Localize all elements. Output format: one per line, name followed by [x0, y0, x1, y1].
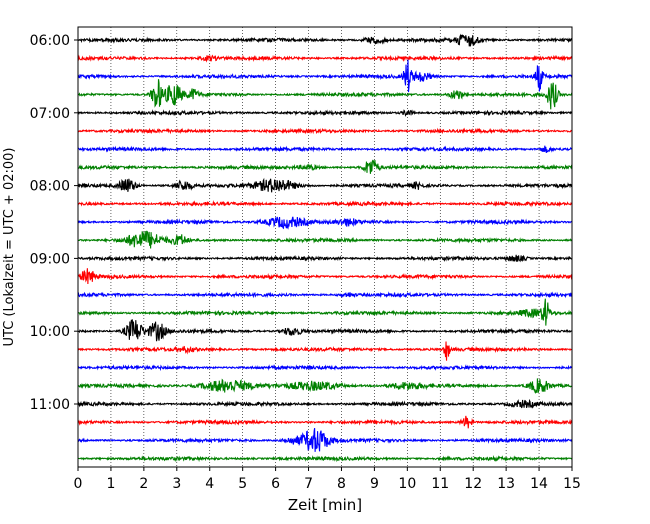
x-tick-label-8: 8 [337, 476, 346, 492]
x-tick-label-15: 15 [563, 476, 581, 492]
grid-layer [110, 27, 540, 467]
trace-1045 [77, 378, 573, 394]
trace-0645 [77, 79, 573, 110]
trace-layer [77, 33, 573, 463]
x-tick-label-6: 6 [271, 476, 280, 492]
x-tick-label-11: 11 [431, 476, 449, 492]
y-tick-label-2: 08:00 [30, 179, 70, 195]
x-axis-label: Zeit [min] [288, 496, 362, 514]
y-tick-label-0: 06:00 [30, 33, 70, 49]
trace-1015 [77, 341, 573, 361]
x-tick-label-1: 1 [106, 476, 115, 492]
trace-0945 [77, 298, 573, 326]
plot-frame [77, 26, 573, 468]
x-tick-label-12: 12 [464, 476, 482, 492]
trace-0600 [77, 33, 573, 47]
x-tick-label-13: 13 [497, 476, 515, 492]
trace-0900 [77, 254, 573, 263]
x-tick-label-0: 0 [74, 476, 83, 492]
trace-0630 [77, 59, 573, 93]
trace-0700 [77, 109, 573, 118]
trace-0830 [77, 216, 573, 230]
x-tick-label-2: 2 [139, 476, 148, 492]
y-tick-label-4: 10:00 [30, 324, 70, 340]
x-tick-label-7: 7 [304, 476, 313, 492]
trace-0730 [77, 145, 573, 154]
y-axis-label: UTC (Lokalzeit = UTC + 02:00) [2, 148, 17, 347]
trace-1115 [77, 415, 573, 429]
trace-1130 [77, 427, 573, 452]
x-tick-label-3: 3 [172, 476, 181, 492]
trace-0715 [77, 127, 573, 135]
axis-layer: 0 1 2 3 4 5 6 7 8 9 10 11 12 13 14 1506:0007:0008:0009:… [30, 33, 581, 492]
trace-1100 [77, 398, 573, 409]
trace-0845 [77, 230, 573, 249]
y-tick-label-3: 09:00 [30, 251, 70, 267]
trace-1145 [77, 454, 573, 463]
x-tick-label-5: 5 [238, 476, 247, 492]
y-tick-label-1: 07:00 [30, 106, 70, 122]
x-tick-label-10: 10 [398, 476, 416, 492]
trace-0615 [77, 54, 573, 63]
y-tick-label-5: 11:00 [30, 397, 70, 413]
trace-1000 [77, 319, 573, 342]
trace-0930 [77, 291, 573, 299]
trace-1030 [77, 364, 573, 372]
trace-0745 [77, 159, 573, 174]
trace-0800 [77, 177, 573, 193]
x-tick-label-9: 9 [370, 476, 379, 492]
x-tick-label-14: 14 [530, 476, 548, 492]
trace-0915 [77, 268, 573, 285]
x-tick-label-4: 4 [205, 476, 214, 492]
trace-0815 [77, 199, 573, 208]
